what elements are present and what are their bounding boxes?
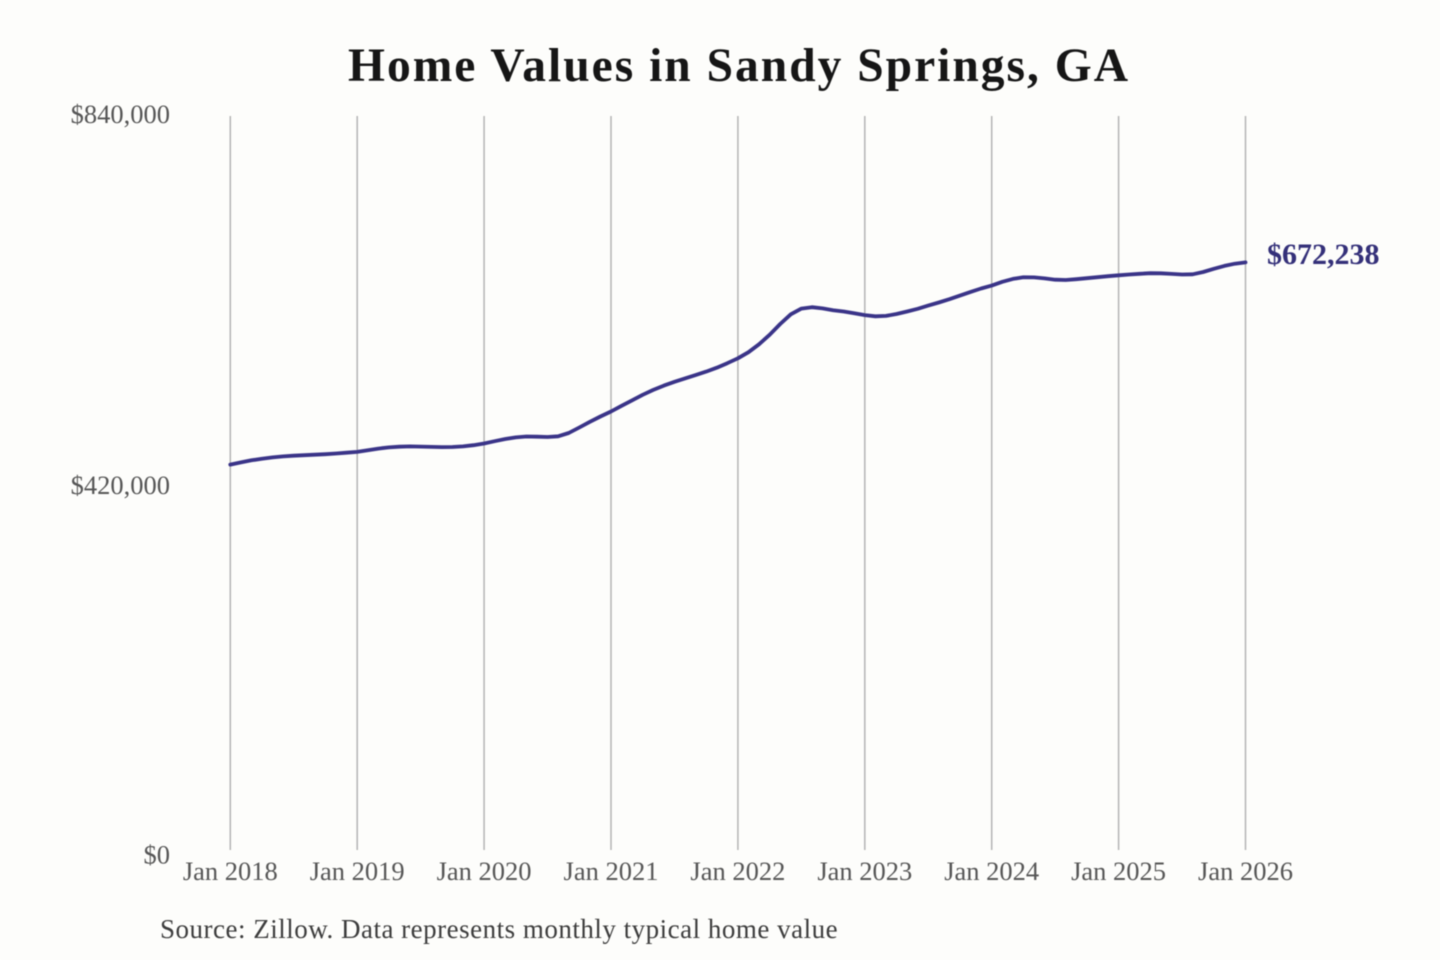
svg-text:$0: $0 [144, 840, 171, 870]
svg-text:$420,000: $420,000 [71, 470, 170, 500]
svg-text:$672,238: $672,238 [1267, 238, 1380, 271]
svg-text:Home Values in Sandy Springs,: Home Values in Sandy Springs, GA [348, 40, 1130, 92]
svg-text:Jan 2019: Jan 2019 [310, 856, 405, 886]
svg-text:Jan 2020: Jan 2020 [437, 856, 532, 886]
svg-text:Jan 2025: Jan 2025 [1071, 856, 1166, 886]
svg-text:$840,000: $840,000 [71, 99, 170, 129]
svg-text:Jan 2026: Jan 2026 [1198, 856, 1293, 886]
svg-text:Jan 2022: Jan 2022 [690, 856, 785, 886]
svg-text:Jan 2018: Jan 2018 [183, 856, 278, 886]
svg-text:Jan 2023: Jan 2023 [817, 856, 912, 886]
svg-text:Jan 2021: Jan 2021 [564, 856, 659, 886]
svg-text:Source: Zillow. Data represent: Source: Zillow. Data represents monthly … [160, 914, 838, 944]
svg-text:Jan 2024: Jan 2024 [944, 856, 1039, 886]
